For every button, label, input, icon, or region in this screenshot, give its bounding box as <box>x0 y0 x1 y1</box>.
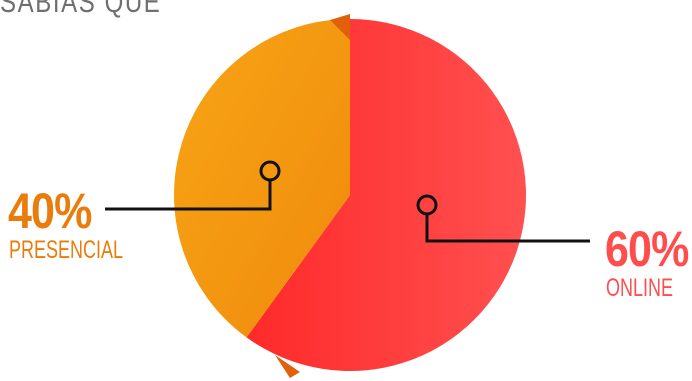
online-leader-marker <box>416 194 438 216</box>
pie-slice-presencial <box>174 19 350 338</box>
presencial-leader-marker <box>259 160 281 182</box>
online-leader-line <box>425 214 590 243</box>
presencial-leader-line <box>105 180 272 211</box>
online-percent-label: 60% <box>605 221 689 277</box>
pie-slice-online <box>246 19 526 371</box>
presencial-category-label: PRESENCIAL <box>9 236 124 264</box>
online-category-label: ONLINE <box>606 274 674 302</box>
chart-title: SABÍAS QUE <box>0 0 162 19</box>
presencial-percent-label: 40% <box>8 183 92 239</box>
